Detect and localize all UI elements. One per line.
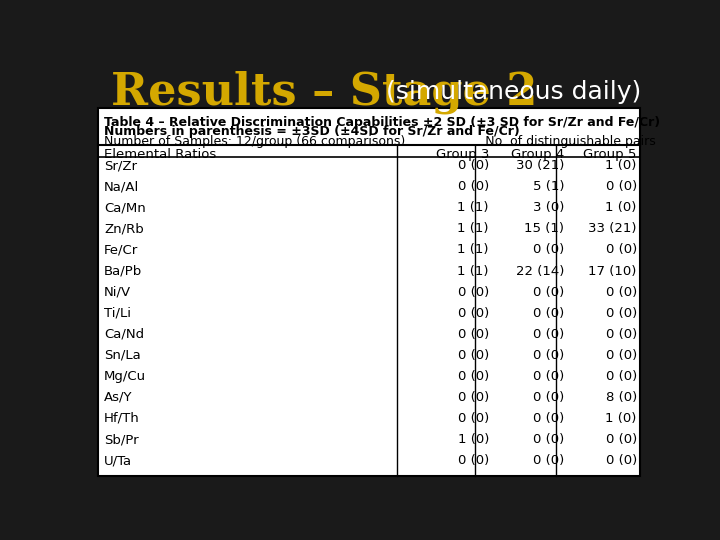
- Text: 1 (1): 1 (1): [457, 265, 489, 278]
- Text: 0 (0): 0 (0): [606, 328, 637, 341]
- Text: 0 (0): 0 (0): [606, 286, 637, 299]
- Text: Ba/Pb: Ba/Pb: [104, 265, 142, 278]
- Text: Numbers in parenthesis = ±3SD (±4SD for Sr/Zr and Fe/Cr): Numbers in parenthesis = ±3SD (±4SD for …: [104, 125, 520, 138]
- Text: Elemental Ratios: Elemental Ratios: [104, 148, 216, 161]
- Text: 0 (0): 0 (0): [533, 412, 564, 425]
- Text: 0 (0): 0 (0): [533, 328, 564, 341]
- Text: 1 (0): 1 (0): [606, 201, 637, 214]
- Text: 0 (0): 0 (0): [533, 370, 564, 383]
- Text: 0 (0): 0 (0): [458, 349, 489, 362]
- Text: 15 (1): 15 (1): [524, 222, 564, 235]
- Text: Ca/Nd: Ca/Nd: [104, 328, 144, 341]
- Text: 0 (0): 0 (0): [606, 349, 637, 362]
- Text: Hf/Th: Hf/Th: [104, 412, 140, 425]
- Text: 0 (0): 0 (0): [533, 286, 564, 299]
- Text: U/Ta: U/Ta: [104, 454, 132, 467]
- Text: 17 (10): 17 (10): [588, 265, 637, 278]
- Text: Number of Samples: 12/group (66 comparisons)                    No. of distingui: Number of Samples: 12/group (66 comparis…: [104, 134, 656, 147]
- Text: Sn/La: Sn/La: [104, 349, 140, 362]
- Text: Sb/Pr: Sb/Pr: [104, 433, 138, 446]
- Text: 0 (0): 0 (0): [533, 349, 564, 362]
- Text: Results – Stage 2: Results – Stage 2: [111, 70, 538, 113]
- Text: 0 (0): 0 (0): [533, 391, 564, 404]
- Text: 22 (14): 22 (14): [516, 265, 564, 278]
- Text: 33 (21): 33 (21): [588, 222, 637, 235]
- Text: 0 (0): 0 (0): [606, 454, 637, 467]
- Text: Na/Al: Na/Al: [104, 180, 139, 193]
- Text: 1 (0): 1 (0): [458, 433, 489, 446]
- Text: 0 (0): 0 (0): [458, 391, 489, 404]
- Text: 1 (0): 1 (0): [606, 159, 637, 172]
- Text: (simultaneous daily): (simultaneous daily): [387, 80, 642, 104]
- Text: 0 (0): 0 (0): [533, 433, 564, 446]
- Text: As/Y: As/Y: [104, 391, 132, 404]
- Text: 8 (0): 8 (0): [606, 391, 637, 404]
- Text: 0 (0): 0 (0): [606, 307, 637, 320]
- Text: 3 (0): 3 (0): [533, 201, 564, 214]
- Text: Ni/V: Ni/V: [104, 286, 131, 299]
- Text: 0 (0): 0 (0): [458, 412, 489, 425]
- Text: 0 (0): 0 (0): [606, 433, 637, 446]
- Text: Fe/Cr: Fe/Cr: [104, 244, 138, 256]
- Text: 0 (0): 0 (0): [606, 244, 637, 256]
- Text: Group 4: Group 4: [511, 148, 564, 161]
- Text: 30 (21): 30 (21): [516, 159, 564, 172]
- Text: 0 (0): 0 (0): [458, 370, 489, 383]
- Text: 0 (0): 0 (0): [533, 307, 564, 320]
- Text: Table 4 – Relative Discrimination Capabilities ±2 SD (±3 SD for Sr/Zr and Fe/Cr): Table 4 – Relative Discrimination Capabi…: [104, 116, 660, 129]
- Text: 1 (0): 1 (0): [606, 412, 637, 425]
- Text: Sr/Zr: Sr/Zr: [104, 159, 137, 172]
- Text: 0 (0): 0 (0): [458, 286, 489, 299]
- Bar: [99, 109, 639, 476]
- Text: 0 (0): 0 (0): [533, 454, 564, 467]
- Text: 0 (0): 0 (0): [458, 328, 489, 341]
- Text: 0 (0): 0 (0): [458, 454, 489, 467]
- Text: 1 (1): 1 (1): [457, 201, 489, 214]
- Text: Group 5: Group 5: [583, 148, 637, 161]
- Text: 0 (0): 0 (0): [606, 180, 637, 193]
- Text: Mg/Cu: Mg/Cu: [104, 370, 146, 383]
- Text: 0 (0): 0 (0): [458, 159, 489, 172]
- Text: Ti/Li: Ti/Li: [104, 307, 131, 320]
- Text: Group 3: Group 3: [436, 148, 489, 161]
- Text: 1 (1): 1 (1): [457, 222, 489, 235]
- Text: 0 (0): 0 (0): [606, 370, 637, 383]
- Text: 0 (0): 0 (0): [458, 180, 489, 193]
- Text: Zn/Rb: Zn/Rb: [104, 222, 144, 235]
- Text: 5 (1): 5 (1): [533, 180, 564, 193]
- Text: 0 (0): 0 (0): [533, 244, 564, 256]
- Text: 0 (0): 0 (0): [458, 307, 489, 320]
- Text: Ca/Mn: Ca/Mn: [104, 201, 145, 214]
- Text: 1 (1): 1 (1): [457, 244, 489, 256]
